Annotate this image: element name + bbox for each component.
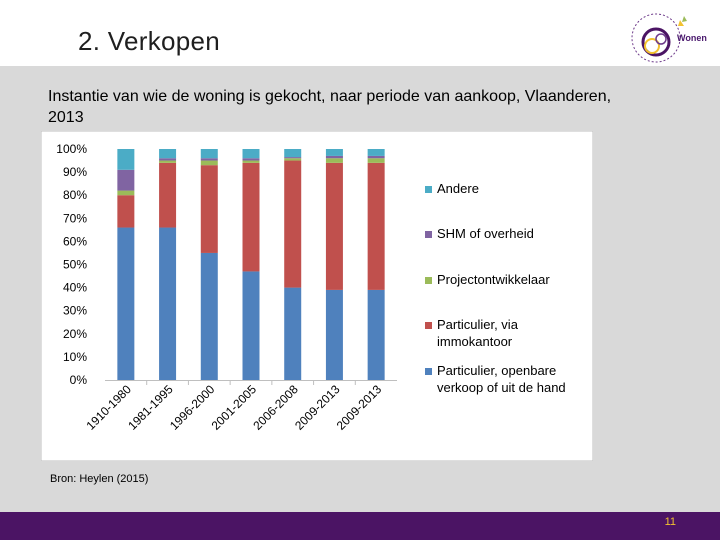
bar-segment [159, 227, 177, 380]
y-tick-label: 0% [70, 373, 88, 387]
slide-title: 2. Verkopen [78, 26, 221, 56]
bar-segment [117, 169, 135, 191]
bar-segment [284, 157, 302, 159]
bar-segment [284, 158, 302, 161]
wonen-logo [631, 13, 687, 63]
bar-segment [117, 195, 135, 228]
slide-header [0, 0, 720, 66]
bar-segment [242, 160, 260, 163]
bar-segment [242, 158, 260, 161]
bar-segment [242, 149, 260, 159]
y-tick-label: 70% [63, 211, 87, 225]
y-tick-label: 10% [63, 350, 87, 364]
page-number: 11 [664, 516, 676, 528]
y-tick-label: 90% [63, 165, 87, 179]
chart-subtitle: Instantie van wie de woning is gekocht, … [48, 88, 612, 126]
bar-segment [367, 149, 385, 156]
bar-segment [242, 162, 260, 272]
bar-segment [367, 289, 385, 380]
bar-segment [325, 162, 343, 290]
y-tick-label: 20% [63, 327, 87, 341]
y-tick-label: 30% [63, 304, 87, 318]
bar-segment [367, 162, 385, 290]
bar-segment [325, 158, 343, 163]
chart-container: 0% 10% 20% 30% 40% 50% 60% 70% 80% 90% 100% 1910-1… [40, 130, 594, 462]
bar-segment [200, 160, 218, 166]
bar-segment [325, 289, 343, 380]
legend-swatch [425, 231, 432, 238]
bar-segment [159, 162, 177, 228]
bar-segment [367, 155, 385, 159]
bar-segment [200, 165, 218, 253]
legend-swatch [425, 186, 432, 193]
y-tick-label: 60% [63, 234, 87, 248]
legend-swatch [425, 368, 432, 375]
legend-label: Particulier, openbare verkoop of uit de h… [437, 363, 566, 395]
legend-label: Projectontwikkelaar [437, 272, 550, 287]
bar-segment [200, 149, 218, 159]
bar-segment [159, 149, 177, 159]
stacked-bar-chart: 0%10%20%30%40%50%60%70%80%90%100% 1910-1… [40, 130, 594, 462]
legend-label: Particulier, via immokantoor [437, 317, 519, 349]
bar-segment [159, 158, 177, 161]
bar-segment [117, 190, 135, 196]
slide-footer [0, 512, 720, 540]
legend-swatch [425, 322, 432, 329]
bar-segment [159, 160, 177, 163]
bar-segment [325, 155, 343, 159]
bar-segment [284, 149, 302, 158]
bar-segment [117, 149, 135, 170]
bar-segment [367, 158, 385, 163]
y-tick-label: 80% [63, 188, 87, 202]
y-tick-label: 50% [63, 258, 87, 272]
bar-segment [200, 252, 218, 380]
bar-segment [242, 271, 260, 380]
y-tick-label: 40% [63, 281, 87, 295]
y-tick-label: 100% [56, 142, 87, 156]
bar-segment [284, 160, 302, 288]
legend-label: Andere [437, 181, 479, 196]
logo-text: Wonen [677, 33, 707, 43]
legend-label: SHM of overheid [437, 226, 534, 241]
bar-segment [200, 158, 218, 161]
bar-segment [117, 227, 135, 380]
bar-segment [284, 287, 302, 380]
legend-swatch [425, 277, 432, 284]
bar-segment [325, 149, 343, 156]
source-note: Bron: Heylen (2015) [50, 473, 149, 485]
